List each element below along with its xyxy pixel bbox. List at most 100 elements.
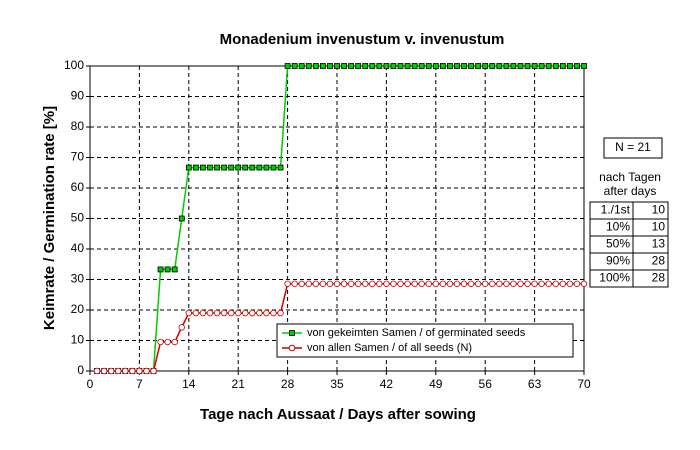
marker xyxy=(213,309,221,317)
x-tick-label: 35 xyxy=(330,377,344,391)
y-tick-label: 10 xyxy=(71,333,85,347)
marker xyxy=(327,63,333,69)
marker xyxy=(524,280,531,287)
marker xyxy=(447,63,453,69)
marker xyxy=(552,63,559,69)
marker xyxy=(234,309,242,317)
table-cell xyxy=(632,269,669,288)
marker xyxy=(235,164,242,171)
y-tick-label: 70 xyxy=(71,150,85,164)
marker xyxy=(270,309,277,317)
marker xyxy=(284,280,291,287)
table-header: nach Tagen xyxy=(599,170,661,184)
marker xyxy=(178,215,185,222)
marker xyxy=(185,164,192,171)
marker xyxy=(263,164,270,171)
marker xyxy=(531,280,538,287)
marker xyxy=(489,63,496,69)
marker xyxy=(249,309,256,317)
marker xyxy=(439,280,447,287)
marker xyxy=(298,63,305,69)
x-tick-label: 14 xyxy=(182,377,196,391)
marker xyxy=(115,367,122,375)
marker xyxy=(425,63,432,69)
x-tick-label: 7 xyxy=(136,377,143,391)
marker xyxy=(228,164,235,171)
marker xyxy=(305,63,312,69)
marker xyxy=(122,367,129,375)
marker xyxy=(192,309,200,317)
marker xyxy=(566,63,573,69)
marker xyxy=(341,63,347,69)
marker xyxy=(454,63,460,69)
table-text: 90% xyxy=(606,254,630,268)
legend-marker xyxy=(289,330,295,336)
marker xyxy=(453,280,461,287)
y-tick-label: 60 xyxy=(71,180,85,194)
n-box xyxy=(603,137,663,159)
marker xyxy=(291,280,298,287)
marker xyxy=(503,63,510,69)
marker xyxy=(439,63,446,69)
marker xyxy=(143,367,150,375)
marker xyxy=(185,309,192,317)
marker xyxy=(348,63,355,69)
table-text: 100% xyxy=(599,271,630,285)
y-tick-label: 0 xyxy=(77,363,84,377)
legend-marker xyxy=(288,344,296,352)
series-line xyxy=(97,65,584,372)
marker xyxy=(404,63,411,69)
marker xyxy=(376,63,383,69)
marker xyxy=(150,367,157,375)
marker xyxy=(545,280,552,287)
y-tick-label: 80 xyxy=(71,119,85,133)
marker xyxy=(397,280,404,287)
marker xyxy=(397,63,404,69)
marker xyxy=(242,164,249,171)
marker xyxy=(334,63,340,69)
marker xyxy=(319,280,327,287)
marker xyxy=(242,309,249,317)
marker xyxy=(580,280,588,287)
marker xyxy=(340,280,348,287)
y-axis-label: Keimrate / Germination rate [%] xyxy=(41,106,58,330)
marker xyxy=(100,367,108,375)
marker xyxy=(474,280,482,287)
x-axis-label: Tage nach Aussaat / Days after sowing xyxy=(200,406,476,423)
marker xyxy=(326,280,334,287)
marker xyxy=(256,164,263,171)
marker xyxy=(552,280,559,287)
marker xyxy=(305,280,312,287)
x-tick-label: 49 xyxy=(429,377,443,391)
legend-label: von allen Samen / of all seeds (N) xyxy=(307,342,472,354)
y-tick-label: 50 xyxy=(71,211,85,225)
marker xyxy=(93,367,101,375)
y-tick-label: 20 xyxy=(71,302,85,316)
table-text: 10 xyxy=(652,220,666,234)
marker xyxy=(207,164,213,171)
marker xyxy=(227,309,235,317)
marker xyxy=(482,63,489,69)
marker xyxy=(171,338,178,346)
marker xyxy=(277,309,284,317)
marker xyxy=(200,164,206,171)
x-tick-label: 56 xyxy=(479,377,493,391)
y-tick-label: 90 xyxy=(71,89,85,103)
marker xyxy=(411,280,418,287)
marker xyxy=(270,164,277,171)
table-text: 10% xyxy=(606,220,630,234)
marker xyxy=(510,63,517,69)
marker xyxy=(383,63,390,69)
marker xyxy=(418,280,425,287)
table-header: after days xyxy=(604,184,657,198)
chart-title: Monadenium invenustum v. invenustum xyxy=(220,31,505,48)
marker xyxy=(390,63,397,69)
marker xyxy=(284,63,291,69)
marker xyxy=(460,280,468,287)
y-tick-label: 100 xyxy=(64,58,84,72)
marker xyxy=(482,280,489,287)
y-tick-label: 40 xyxy=(71,241,85,255)
marker xyxy=(383,280,390,287)
x-tick-label: 63 xyxy=(528,377,542,391)
